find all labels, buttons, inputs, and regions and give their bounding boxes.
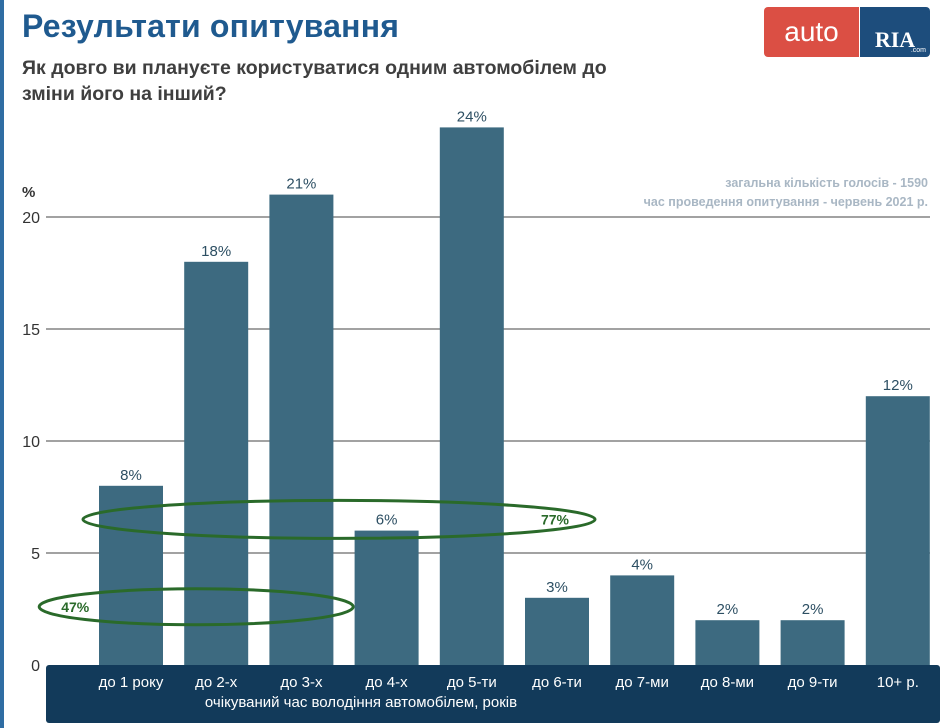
x-tick-label: до 8-ми bbox=[701, 674, 754, 691]
y-tick-label: 5 bbox=[31, 546, 40, 563]
y-tick-label: 10 bbox=[22, 434, 40, 451]
left-accent-bar bbox=[0, 0, 4, 728]
survey-notes: загальна кількість голосів - 1590 час пр… bbox=[644, 174, 928, 212]
bar-value-label: 24% bbox=[457, 108, 487, 125]
bar-value-label: 8% bbox=[120, 467, 142, 484]
annotation-label-77: 77% bbox=[541, 511, 570, 527]
logo-com-text: .com bbox=[910, 47, 926, 54]
bar-value-label: 2% bbox=[717, 601, 739, 618]
bar-value-label: 18% bbox=[201, 243, 231, 260]
bar bbox=[99, 485, 163, 665]
survey-question: Як довго ви плануєте користуватися одним… bbox=[22, 57, 607, 105]
survey-period-note: час проведення опитування - червень 2021… bbox=[643, 195, 928, 209]
page-title: Результати опитування bbox=[22, 8, 400, 44]
logo-ria-text: RIA bbox=[874, 27, 916, 52]
bar bbox=[439, 127, 504, 665]
bar-value-label: 3% bbox=[546, 579, 568, 596]
bar bbox=[525, 597, 589, 665]
x-tick-label: до 7-ми bbox=[616, 674, 669, 691]
x-tick-label: до 3-х bbox=[280, 674, 323, 691]
bar bbox=[184, 261, 249, 665]
bar-value-label: 6% bbox=[376, 512, 398, 529]
x-axis-title: очікуваний час володіння автомобілем, ро… bbox=[204, 694, 518, 711]
annotation-ellipse-47 bbox=[37, 587, 355, 627]
y-tick-label: 0 bbox=[31, 658, 40, 675]
bar bbox=[695, 620, 760, 665]
bar-value-label: 21% bbox=[286, 176, 316, 193]
bar-value-label: 4% bbox=[631, 556, 653, 573]
annotation-label-47: 47% bbox=[61, 599, 90, 615]
logo-ria-block: ✦ RIA .com bbox=[860, 7, 930, 57]
y-axis-unit: % bbox=[22, 184, 36, 201]
x-axis-band bbox=[46, 665, 940, 723]
x-tick-label: до 2-х bbox=[195, 674, 238, 691]
x-tick-label: 10+ р. bbox=[877, 674, 919, 691]
y-tick-label: 20 bbox=[22, 210, 40, 227]
bar-value-label: 12% bbox=[883, 377, 913, 394]
x-tick-label: до 5-ти bbox=[447, 674, 497, 691]
total-votes-note: загальна кількість голосів - 1590 bbox=[725, 176, 928, 190]
y-tick-label: 15 bbox=[22, 322, 40, 339]
bar bbox=[610, 575, 675, 665]
x-tick-label: до 1 року bbox=[99, 674, 164, 691]
bar bbox=[780, 620, 845, 665]
autoria-logo[interactable]: auto ✦ RIA .com bbox=[764, 7, 930, 57]
bar bbox=[865, 396, 930, 665]
bar bbox=[269, 194, 334, 665]
bar-value-label: 2% bbox=[802, 601, 824, 618]
x-tick-label: до 9-ти bbox=[788, 674, 838, 691]
logo-auto-text: auto bbox=[764, 7, 859, 57]
x-tick-label: до 6-ти bbox=[532, 674, 582, 691]
bar bbox=[354, 530, 419, 665]
annotation-ellipse-77 bbox=[81, 498, 597, 540]
x-tick-label: до 4-х bbox=[366, 674, 409, 691]
